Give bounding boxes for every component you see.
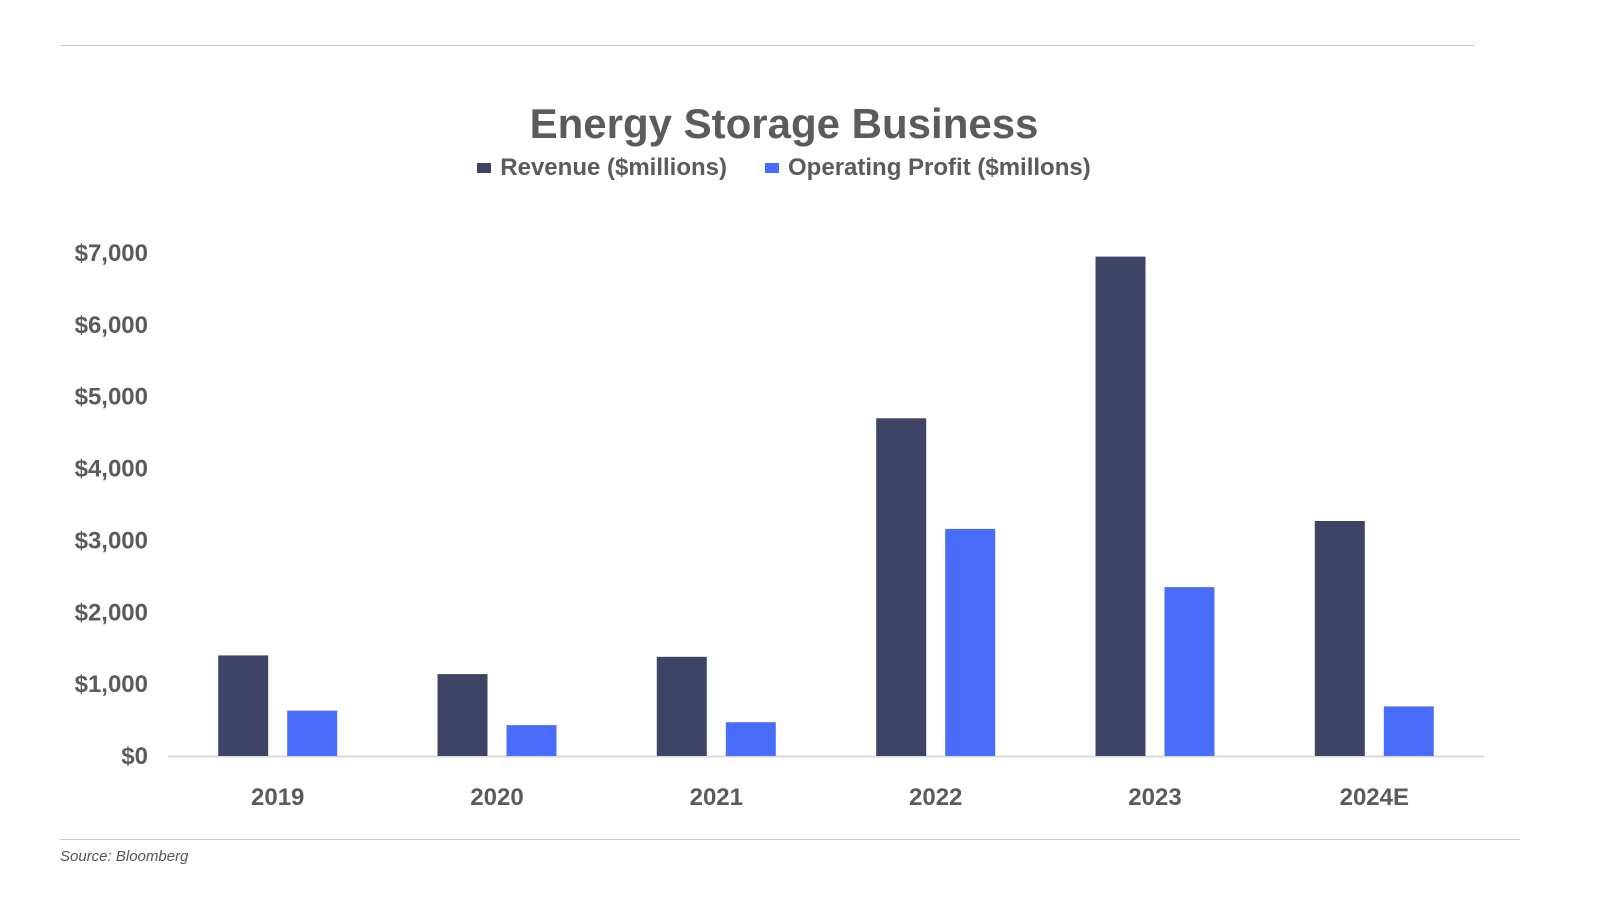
operating-profit-bar bbox=[506, 725, 557, 756]
revenue-bar bbox=[656, 656, 707, 756]
y-tick-label: $7,000 bbox=[75, 240, 148, 267]
legend-item-revenue: Revenue ($millions) bbox=[477, 154, 727, 182]
x-tick-label: 2024E bbox=[1340, 784, 1409, 811]
y-tick-label: $6,000 bbox=[75, 312, 148, 339]
bottom-divider bbox=[60, 839, 1520, 840]
x-tick-label: 2023 bbox=[1128, 784, 1181, 811]
legend-item-operating-profit: Operating Profit ($millons) bbox=[765, 154, 1091, 182]
legend-label-revenue: Revenue ($millions) bbox=[500, 154, 728, 181]
y-tick-label: $1,000 bbox=[75, 671, 148, 698]
operating-profit-bar bbox=[1383, 706, 1434, 756]
chart-legend: Revenue ($millions) Operating Profit ($m… bbox=[0, 154, 1568, 182]
revenue-bar bbox=[437, 674, 488, 756]
y-tick-label: $2,000 bbox=[75, 599, 148, 626]
chart-title: Energy Storage Business bbox=[529, 100, 1039, 147]
y-tick-label: $3,000 bbox=[75, 527, 148, 554]
x-tick-label: 2019 bbox=[251, 784, 304, 811]
x-tick-label: 2021 bbox=[690, 784, 743, 811]
operating-profit-bar bbox=[725, 722, 776, 756]
operating-profit-bar bbox=[287, 710, 338, 756]
x-tick-label: 2020 bbox=[470, 784, 523, 811]
top-divider bbox=[60, 45, 1475, 46]
x-tick-label: 2022 bbox=[909, 784, 962, 811]
operating-profit-bar bbox=[945, 528, 996, 756]
revenue-bar bbox=[218, 655, 269, 756]
source-note: Source: Bloomberg bbox=[60, 848, 189, 865]
revenue-bar bbox=[876, 418, 927, 756]
y-tick-label: $0 bbox=[121, 743, 148, 770]
revenue-bar bbox=[1095, 256, 1146, 756]
legend-swatch-operating-profit bbox=[765, 163, 780, 173]
legend-swatch-revenue bbox=[477, 163, 492, 173]
legend-label-operating-profit: Operating Profit ($millons) bbox=[788, 154, 1091, 181]
y-tick-label: $4,000 bbox=[75, 456, 148, 483]
operating-profit-bar bbox=[1164, 587, 1215, 756]
revenue-bar bbox=[1314, 521, 1365, 756]
y-tick-label: $5,000 bbox=[75, 384, 148, 411]
